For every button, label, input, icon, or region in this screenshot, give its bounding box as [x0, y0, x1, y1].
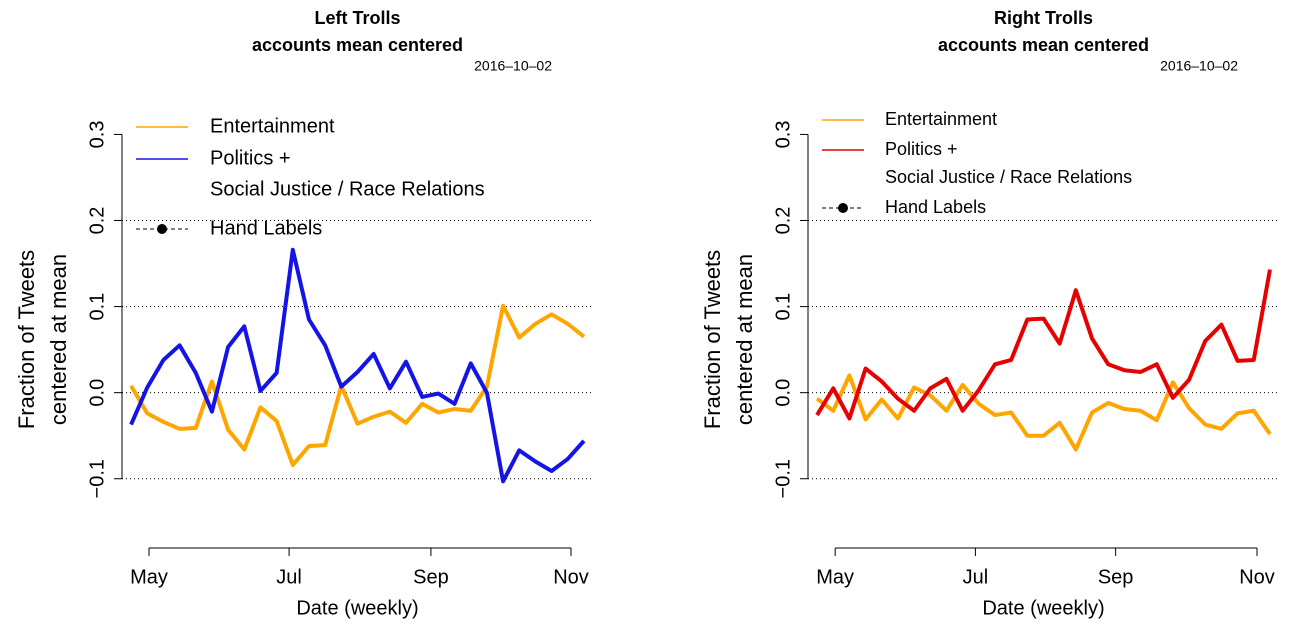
x-axis-label: Date (weekly)	[296, 597, 418, 619]
x-tick-label: Sep	[413, 566, 449, 588]
y-tick-label: 0.2	[772, 207, 794, 235]
x-tick-label: Nov	[553, 566, 589, 588]
legend-marker	[838, 203, 848, 213]
chart-subtitle: accounts mean centered	[252, 35, 463, 55]
legend-label: Hand Labels	[210, 217, 322, 239]
y-tick-label: 0.1	[86, 293, 108, 321]
y-axis-label: centered at mean	[732, 254, 757, 425]
legend-label: Entertainment	[885, 109, 997, 129]
y-tick-label: −0.1	[772, 459, 794, 498]
y-axis-label: centered at mean	[46, 254, 71, 425]
x-tick-label: Sep	[1098, 566, 1134, 588]
series-line	[815, 269, 1272, 421]
date-label: 2016–10–02	[1160, 58, 1238, 74]
x-tick-label: May	[130, 566, 168, 588]
series-line	[129, 247, 586, 484]
x-axis-label: Date (weekly)	[982, 597, 1104, 619]
legend-label: Politics +	[210, 147, 291, 169]
y-tick-label: −0.1	[86, 459, 108, 498]
legend-marker	[157, 224, 167, 234]
y-tick-label: 0.0	[772, 379, 794, 407]
x-tick-label: Nov	[1239, 566, 1275, 588]
legend-label: Social Justice / Race Relations	[210, 178, 485, 200]
x-tick-label: Jul	[276, 566, 302, 588]
series-line	[815, 373, 1272, 452]
y-tick-label: 0.0	[86, 379, 108, 407]
legend-label: Politics +	[885, 139, 958, 159]
legend-label: Hand Labels	[885, 197, 986, 217]
chart-subtitle: accounts mean centered	[938, 35, 1149, 55]
y-tick-label: 0.2	[86, 207, 108, 235]
y-axis-label: Fraction of Tweets	[14, 250, 39, 429]
date-label: 2016–10–02	[474, 58, 552, 74]
x-tick-label: Jul	[963, 566, 989, 588]
chart-title: Left Trolls	[314, 8, 400, 28]
legend-label: Social Justice / Race Relations	[885, 167, 1132, 187]
y-tick-label: 0.3	[86, 121, 108, 149]
x-tick-label: May	[816, 566, 854, 588]
chart-title: Right Trolls	[994, 8, 1093, 28]
y-tick-label: 0.3	[772, 121, 794, 149]
y-axis-label: Fraction of Tweets	[700, 250, 725, 429]
legend-label: Entertainment	[210, 115, 335, 137]
y-tick-label: 0.1	[772, 293, 794, 321]
